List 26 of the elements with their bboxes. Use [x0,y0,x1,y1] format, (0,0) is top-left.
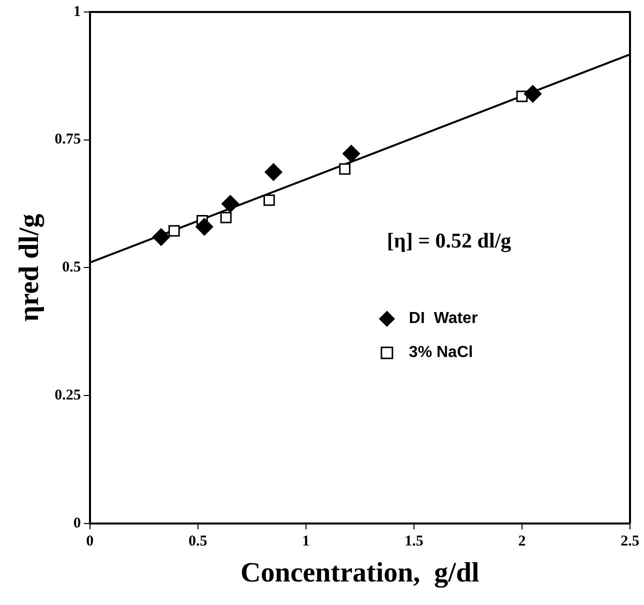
point [152,228,170,246]
y-tick-label: 0 [73,515,81,532]
point [196,218,214,236]
x-tick-label: 0.5 [188,533,208,550]
x-tick-label: 1 [302,533,310,550]
y-axis-title: ηred dl/g [14,214,46,322]
point [263,194,275,206]
legend-label: 3% NaCl [408,344,473,362]
point [220,212,232,224]
point [524,85,542,103]
x-tick-label: 2 [518,533,526,550]
point [222,195,240,213]
y-tick-label: 0.75 [54,132,81,148]
annotation: [η] = 0.52 dl/g [386,228,512,253]
y-tick-label: 0.5 [62,260,81,276]
point [339,163,350,175]
point [168,225,180,237]
x-axis-title: Concentration, g/dl [240,557,480,588]
y-tick-label: 0.25 [54,387,81,404]
x-tick-label: 2.5 [620,533,640,550]
x-tick-label: 0 [86,533,94,550]
legend-label: DI Water [408,310,478,328]
point [342,144,360,162]
x-tick-label: 1.5 [404,533,424,550]
y-tick-label: 1 [73,4,81,20]
point [264,163,282,181]
